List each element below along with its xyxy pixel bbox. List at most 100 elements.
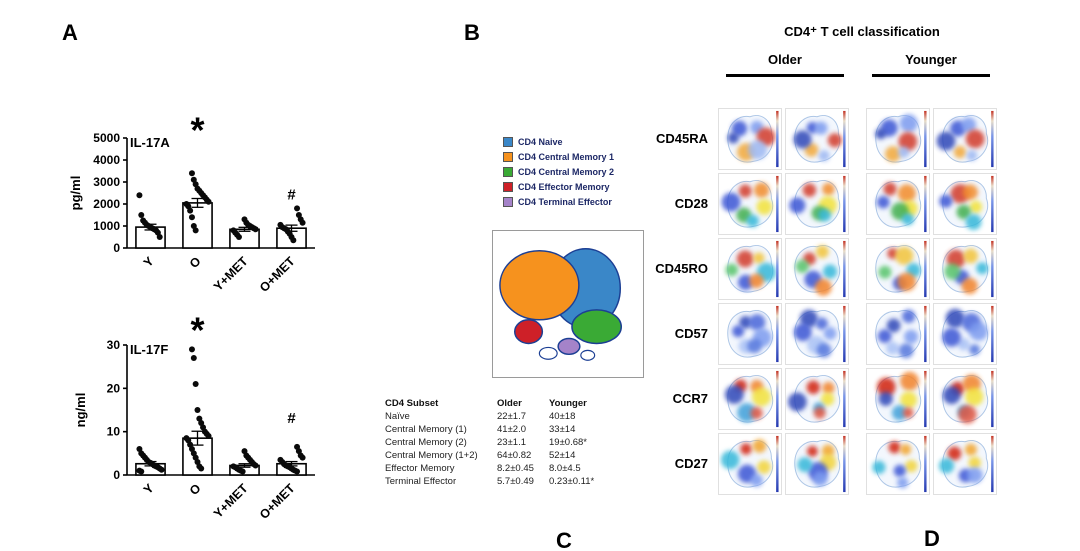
svg-text:IL-17A: IL-17A (130, 135, 170, 150)
legend-swatch-icon (503, 152, 513, 162)
expression-map-graphic (942, 240, 994, 298)
expression-map-graphic (789, 175, 846, 233)
svg-text:Y+MET: Y+MET (211, 254, 251, 294)
svg-text:2000: 2000 (93, 197, 120, 211)
table-cell: Central Memory (1) (385, 424, 467, 435)
svg-text:20: 20 (107, 381, 121, 395)
tsne-cluster-plot (492, 230, 644, 378)
table-header-cell: CD4 Subset (385, 398, 439, 409)
expression-map-cell (718, 433, 782, 495)
table-header-cell: Older (497, 398, 522, 409)
legend-item: CD4 Central Memory 2 (503, 167, 614, 177)
marker-row-label: CD28 (674, 196, 708, 211)
legend-label: CD4 Effector Memory (518, 182, 610, 192)
svg-text:*: * (190, 309, 204, 350)
svg-text:ng/ml: ng/ml (73, 393, 88, 428)
expression-map-cell (718, 303, 782, 365)
expression-map-cell (785, 238, 849, 300)
expression-map-cell (933, 433, 997, 495)
svg-text:5000: 5000 (93, 131, 120, 145)
expression-map-graphic (875, 110, 927, 168)
older-column-header: Older (768, 52, 802, 67)
expression-map-graphic (936, 110, 994, 168)
tsne-outline-cluster (580, 349, 596, 361)
cd4-classification-title: CD4⁺ T cell classification (784, 24, 940, 39)
expression-map-cell (933, 108, 997, 170)
expression-map-cell (866, 238, 930, 300)
legend-swatch-icon (503, 167, 513, 177)
table-cell: 5.7±0.49 (497, 476, 534, 487)
expression-map-graphic (875, 305, 927, 363)
table-header-row: CD4 Subset Older Younger (385, 397, 621, 410)
table-cell: 19±0.68* (549, 437, 587, 448)
expression-map-cell (866, 303, 930, 365)
legend-label: CD4 Central Memory 2 (518, 167, 615, 177)
younger-column-header: Younger (905, 52, 957, 67)
legend-label: CD4 Terminal Effector (518, 197, 612, 207)
table-cell: 41±2.0 (497, 424, 526, 435)
expression-map-graphic (938, 435, 994, 493)
expression-map-cell (785, 108, 849, 170)
tsne-clusters-graphic (499, 248, 623, 361)
expression-map-cell (933, 238, 997, 300)
expression-map-cell (718, 368, 782, 430)
panel-a-label: A (62, 20, 78, 45)
expression-map-graphic (727, 305, 779, 363)
expression-map-graphic (720, 435, 779, 493)
expression-map-graphic (939, 175, 994, 233)
expression-map-graphic (875, 370, 927, 428)
expression-map-cell (785, 303, 849, 365)
table-header-cell: Younger (549, 398, 587, 409)
table-row: Central Memory (2) 23±1.1 19±0.68* (385, 436, 621, 449)
expression-map-graphic (942, 370, 994, 428)
expression-map-graphic (793, 305, 846, 363)
expression-map-cell (718, 108, 782, 170)
table-cell: Central Memory (2) (385, 437, 467, 448)
svg-text:Y: Y (141, 254, 157, 270)
tsne-cm1-cluster (499, 249, 580, 321)
expression-map-graphic (794, 240, 846, 298)
expression-map-cell (785, 368, 849, 430)
il17f-scatter-chart: 0 10 20 30 IL-17F ng/ml Y O Y+MET O+MET * # (73, 309, 315, 522)
expression-map-graphic (793, 110, 846, 168)
expression-map-graphic (787, 370, 846, 428)
legend-swatch-icon (503, 197, 513, 207)
tsne-cm2-cluster (571, 309, 623, 345)
older-underline (726, 74, 844, 77)
expression-map-graphic (725, 240, 779, 298)
table-cell: Effector Memory (385, 463, 455, 474)
expression-map-cell (866, 433, 930, 495)
table-cell: 8.0±4.5 (549, 463, 581, 474)
svg-text:IL-17F: IL-17F (130, 342, 168, 357)
table-cell: Terminal Effector (385, 476, 457, 487)
svg-text:O+MET: O+MET (257, 481, 298, 522)
table-cell: Naïve (385, 411, 410, 422)
table-cell: 40±18 (549, 411, 576, 422)
il17a-scatter-chart: 0 1000 2000 3000 4000 5000 IL-17A pg/ml Y O Y+MET O… (68, 109, 315, 295)
expression-map-graphic (727, 110, 779, 168)
marker-row-label: CCR7 (672, 391, 708, 406)
table-cell: 0.23±0.11* (549, 476, 595, 487)
legend-item: CD4 Central Memory 1 (503, 152, 614, 162)
table-cell: Central Memory (1+2) (385, 450, 478, 461)
svg-text:0: 0 (113, 241, 120, 255)
table-row: Central Memory (1) 41±2.0 33±14 (385, 423, 621, 436)
panel-c-label: C (556, 528, 572, 551)
cd4-subset-table: CD4 Subset Older Younger Naïve 22±1.7 40±18 Ce… (385, 397, 621, 488)
expression-map-graphic (875, 240, 927, 298)
svg-text:3000: 3000 (93, 175, 120, 189)
expression-map-graphic (794, 435, 846, 493)
svg-text:#: # (287, 187, 296, 204)
expression-map-cell (933, 173, 997, 235)
legend-item: CD4 Terminal Effector (503, 197, 614, 207)
expression-map-cell (718, 238, 782, 300)
tsne-outline-cluster (538, 346, 558, 360)
tsne-te-cluster (557, 337, 581, 356)
expression-map-graphic (875, 175, 927, 233)
legend-swatch-icon (503, 137, 513, 147)
table-cell: 52±14 (549, 450, 576, 461)
expression-map-cell (933, 368, 997, 430)
legend-swatch-icon (503, 182, 513, 192)
table-row: Effector Memory 8.2±0.45 8.0±4.5 (385, 462, 621, 475)
